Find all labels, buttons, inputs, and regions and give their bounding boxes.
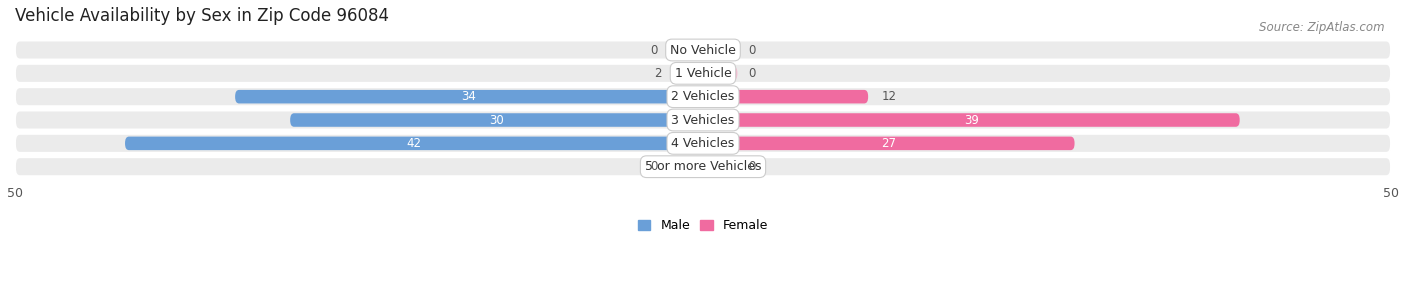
Text: Vehicle Availability by Sex in Zip Code 96084: Vehicle Availability by Sex in Zip Code … (15, 7, 389, 25)
Text: 39: 39 (965, 114, 979, 126)
Text: 0: 0 (650, 43, 658, 57)
FancyBboxPatch shape (15, 40, 1391, 60)
Text: 12: 12 (882, 90, 897, 103)
FancyBboxPatch shape (669, 43, 703, 57)
Text: 1 Vehicle: 1 Vehicle (675, 67, 731, 80)
Text: 0: 0 (748, 160, 756, 173)
Text: 30: 30 (489, 114, 503, 126)
FancyBboxPatch shape (675, 67, 703, 80)
Text: No Vehicle: No Vehicle (671, 43, 735, 57)
FancyBboxPatch shape (15, 64, 1391, 83)
FancyBboxPatch shape (703, 160, 737, 174)
Text: Source: ZipAtlas.com: Source: ZipAtlas.com (1260, 21, 1385, 34)
Text: 3 Vehicles: 3 Vehicles (672, 114, 734, 126)
FancyBboxPatch shape (669, 160, 703, 174)
Text: 0: 0 (748, 67, 756, 80)
FancyBboxPatch shape (15, 87, 1391, 106)
FancyBboxPatch shape (703, 67, 737, 80)
Text: 0: 0 (748, 43, 756, 57)
Text: 2: 2 (654, 67, 662, 80)
Text: 42: 42 (406, 137, 422, 150)
Text: 34: 34 (461, 90, 477, 103)
FancyBboxPatch shape (290, 113, 703, 127)
Legend: Male, Female: Male, Female (633, 215, 773, 237)
FancyBboxPatch shape (235, 90, 703, 103)
Text: 4 Vehicles: 4 Vehicles (672, 137, 734, 150)
Text: 0: 0 (650, 160, 658, 173)
FancyBboxPatch shape (703, 90, 868, 103)
Text: 5 or more Vehicles: 5 or more Vehicles (645, 160, 761, 173)
FancyBboxPatch shape (125, 136, 703, 150)
FancyBboxPatch shape (703, 43, 737, 57)
FancyBboxPatch shape (703, 113, 1240, 127)
FancyBboxPatch shape (15, 157, 1391, 176)
FancyBboxPatch shape (703, 136, 1074, 150)
FancyBboxPatch shape (15, 110, 1391, 129)
Text: 2 Vehicles: 2 Vehicles (672, 90, 734, 103)
Text: 27: 27 (882, 137, 896, 150)
FancyBboxPatch shape (15, 134, 1391, 153)
